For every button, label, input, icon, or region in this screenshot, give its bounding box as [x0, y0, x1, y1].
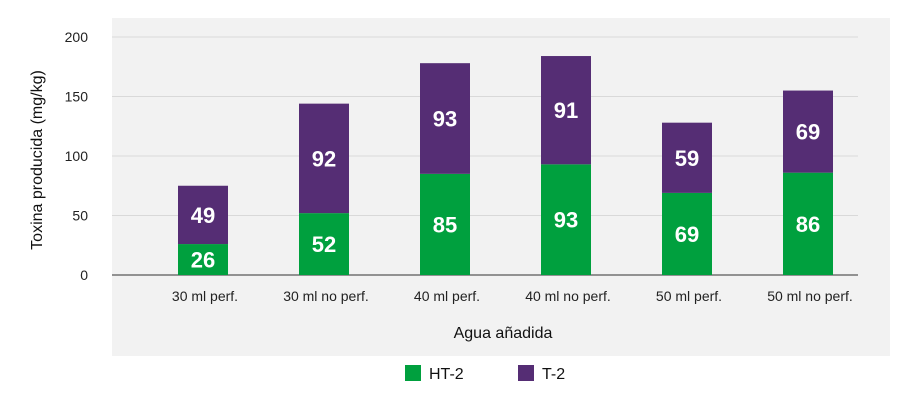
x-axis-title: Agua añadida	[454, 325, 553, 342]
data-labels: 26 49 52 92 85 93 93 91 69 59 86 69	[191, 98, 820, 272]
legend-label: T-2	[542, 366, 565, 383]
x-category-label: 30 ml no perf.	[283, 288, 369, 304]
data-label: 91	[554, 98, 578, 123]
y-tick-label: 150	[65, 89, 89, 105]
y-tick-label: 200	[65, 29, 89, 45]
data-label: 49	[191, 203, 215, 228]
bar-ht-2	[299, 213, 349, 275]
data-label: 85	[433, 212, 457, 237]
y-axis-ticks: 0 50 100 150 200	[65, 29, 89, 283]
data-label: 93	[554, 208, 578, 233]
y-axis-title: Toxina producida (mg/kg)	[29, 70, 46, 250]
y-tick-label: 50	[72, 208, 88, 224]
bar-ht-2	[541, 164, 591, 275]
y-tick-label: 0	[80, 267, 88, 283]
x-category-label: 50 ml perf.	[656, 288, 722, 304]
bar-t-2	[299, 103, 349, 214]
bar-ht-2	[178, 244, 228, 275]
x-category-label: 50 ml no perf.	[767, 288, 853, 304]
bar-t-2	[420, 63, 470, 174]
legend: HT-2 T-2	[405, 365, 565, 383]
bar-t-2	[783, 90, 833, 173]
data-label: 26	[191, 248, 215, 273]
bar-ht-2	[783, 172, 833, 275]
x-category-label: 40 ml no perf.	[525, 288, 611, 304]
bar-ht-2	[420, 173, 470, 275]
grid-layer	[112, 36, 858, 216]
bars	[178, 56, 833, 275]
data-label: 69	[675, 222, 699, 247]
chart-panel	[112, 18, 890, 356]
data-label: 92	[312, 146, 336, 171]
x-category-label: 40 ml perf.	[414, 288, 480, 304]
bar-t-2	[662, 122, 712, 193]
legend-swatch	[518, 365, 534, 381]
y-tick-label: 100	[65, 148, 89, 164]
data-label: 69	[796, 120, 820, 145]
x-category-label: 30 ml perf.	[172, 288, 238, 304]
x-axis-categories: 30 ml perf. 30 ml no perf. 40 ml perf. 40 m…	[172, 288, 853, 304]
data-label: 52	[312, 232, 336, 257]
legend-label: HT-2	[429, 366, 464, 383]
legend-swatch	[405, 365, 421, 381]
data-label: 59	[675, 146, 699, 171]
bar-t-2	[178, 185, 228, 245]
data-label: 86	[796, 212, 820, 237]
data-label: 93	[433, 107, 457, 132]
bar-ht-2	[662, 192, 712, 275]
bar-t-2	[541, 56, 591, 165]
